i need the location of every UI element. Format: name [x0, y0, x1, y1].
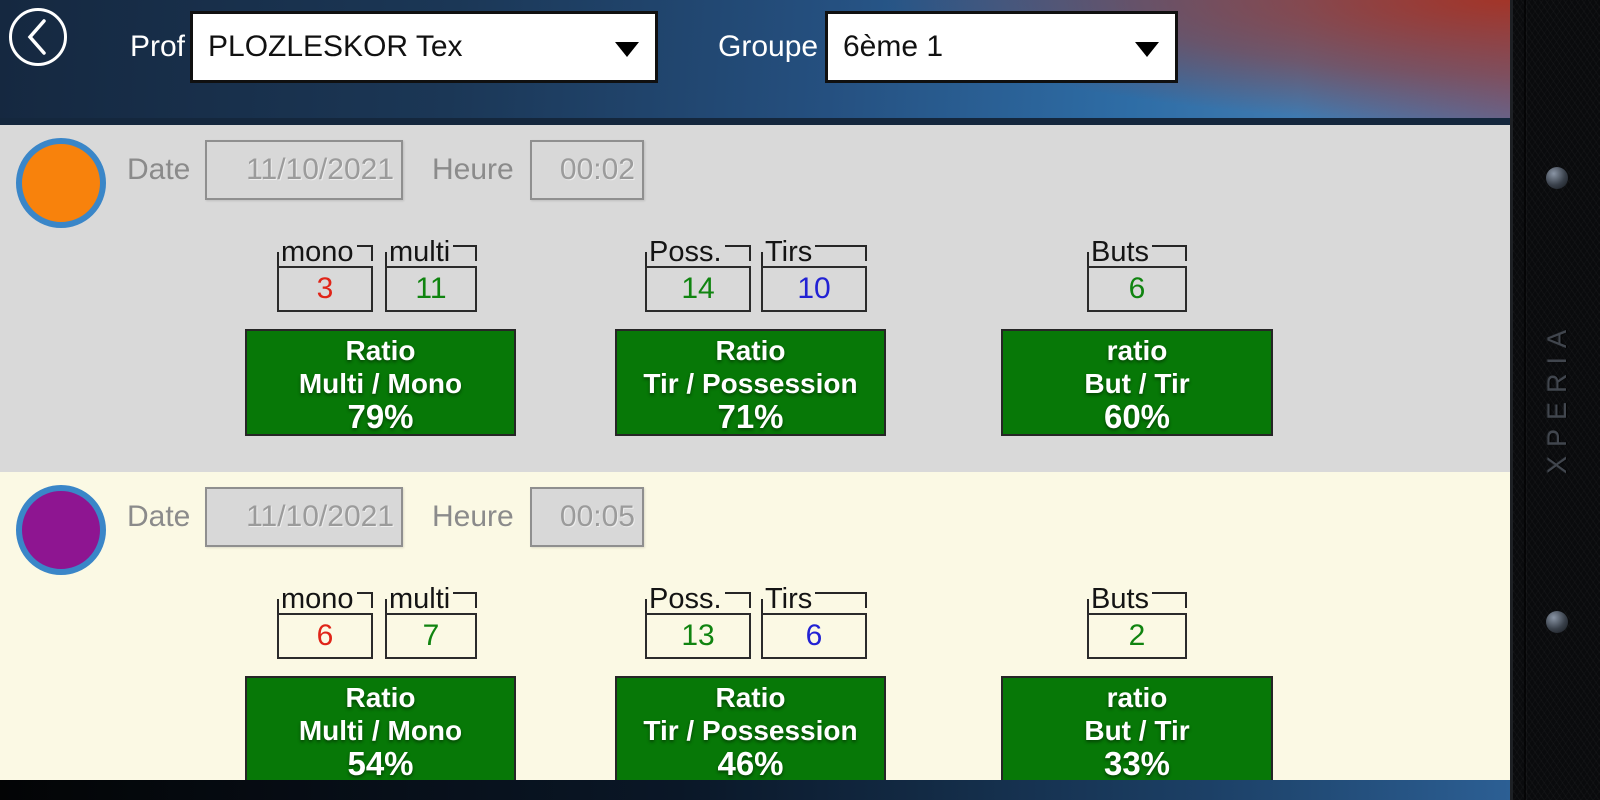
ratio-percent: 46%: [717, 745, 784, 782]
prof-label: Prof: [130, 30, 186, 63]
bracket-left: [645, 252, 647, 267]
date-input[interactable]: 11/10/2021: [205, 140, 403, 200]
session-row-1: Date 11/10/2021 Heure 00:02 mono 3 multi…: [0, 125, 1510, 472]
ratio-box-but-tir: ratio But / Tir 33%: [1001, 676, 1273, 783]
bracket-right: [724, 592, 751, 608]
bracket-right: [453, 592, 477, 608]
field-value-poss[interactable]: 13: [645, 613, 751, 659]
field-value-mono[interactable]: 6: [277, 613, 373, 659]
field-label-poss: Poss.: [645, 584, 751, 615]
dropdown-caret-icon: [615, 42, 639, 57]
date-label: Date: [127, 153, 191, 186]
field-value-multi[interactable]: 11: [385, 266, 477, 312]
bracket-right: [815, 592, 867, 608]
ratio-percent: 33%: [1103, 745, 1171, 782]
ratio-box-multi-mono: Ratio Multi / Mono 79%: [245, 329, 516, 436]
field-value-buts[interactable]: 6: [1087, 266, 1187, 312]
bracket-right: [815, 245, 867, 261]
heure-label: Heure: [432, 500, 514, 533]
field-value-poss[interactable]: 14: [645, 266, 751, 312]
field-value-buts[interactable]: 2: [1087, 613, 1187, 659]
field-value-multi[interactable]: 7: [385, 613, 477, 659]
ratio-percent: 79%: [347, 398, 414, 435]
ratio-box-tir-possession: Ratio Tir / Possession 71%: [615, 329, 886, 436]
bracket-left: [277, 599, 279, 614]
bracket-right: [724, 245, 751, 261]
date-label: Date: [127, 500, 191, 533]
bracket-left: [761, 599, 763, 614]
session-color-marker[interactable]: [16, 485, 106, 575]
bracket-left: [1087, 599, 1089, 614]
bracket-right: [1152, 592, 1187, 608]
chevron-left-icon: [27, 19, 46, 55]
brand-text: XPERIA: [1542, 320, 1573, 474]
ratio-percent: 60%: [1103, 398, 1171, 435]
field-label-mono: mono: [277, 584, 373, 615]
session-row-2: Date 11/10/2021 Heure 00:05 mono 6 multi…: [0, 472, 1510, 783]
header-bar: Prof PLOZLESKOR Tex Groupe 6ème 1: [0, 0, 1510, 125]
bracket-right: [453, 245, 477, 261]
ratio-box-tir-possession: Ratio Tir / Possession 46%: [615, 676, 886, 783]
bracket-right: [356, 592, 373, 608]
field-label-mono: mono: [277, 237, 373, 268]
bezel-screw-top: [1546, 167, 1568, 189]
device-bezel: XPERIA: [1510, 0, 1600, 800]
dropdown-caret-icon: [1135, 42, 1159, 57]
field-label-tirs: Tirs: [761, 584, 867, 615]
bracket-left: [385, 599, 387, 614]
field-label-multi: multi: [385, 584, 477, 615]
field-value-tirs[interactable]: 6: [761, 613, 867, 659]
field-value-mono[interactable]: 3: [277, 266, 373, 312]
field-label-multi: multi: [385, 237, 477, 268]
prof-select-value: PLOZLESKOR Tex: [208, 30, 463, 63]
groupe-select-value: 6ème 1: [843, 30, 944, 63]
field-value-tirs[interactable]: 10: [761, 266, 867, 312]
groupe-label: Groupe: [718, 30, 819, 63]
heure-input[interactable]: 00:02: [530, 140, 644, 200]
heure-label: Heure: [432, 153, 514, 186]
bracket-left: [277, 252, 279, 267]
field-label-buts: Buts: [1087, 584, 1187, 615]
groupe-select[interactable]: 6ème 1: [825, 11, 1178, 83]
field-label-tirs: Tirs: [761, 237, 867, 268]
bracket-right: [356, 245, 373, 261]
session-color-marker[interactable]: [16, 138, 106, 228]
field-label-buts: Buts: [1087, 237, 1187, 268]
ratio-box-multi-mono: Ratio Multi / Mono 54%: [245, 676, 516, 783]
bracket-left: [761, 252, 763, 267]
bracket-left: [385, 252, 387, 267]
back-button[interactable]: [9, 8, 67, 66]
prof-select[interactable]: PLOZLESKOR Tex: [190, 11, 658, 83]
date-input[interactable]: 11/10/2021: [205, 487, 403, 547]
bracket-left: [645, 599, 647, 614]
screen-bottom-edge: [0, 780, 1510, 800]
heure-input[interactable]: 00:05: [530, 487, 644, 547]
ratio-box-but-tir: ratio But / Tir 60%: [1001, 329, 1273, 436]
ratio-percent: 71%: [717, 398, 784, 435]
bracket-left: [1087, 252, 1089, 267]
bezel-screw-bottom: [1546, 611, 1568, 633]
ratio-percent: 54%: [347, 745, 414, 782]
field-label-poss: Poss.: [645, 237, 751, 268]
bracket-right: [1152, 245, 1187, 261]
device-brand: XPERIA: [1513, 320, 1600, 474]
